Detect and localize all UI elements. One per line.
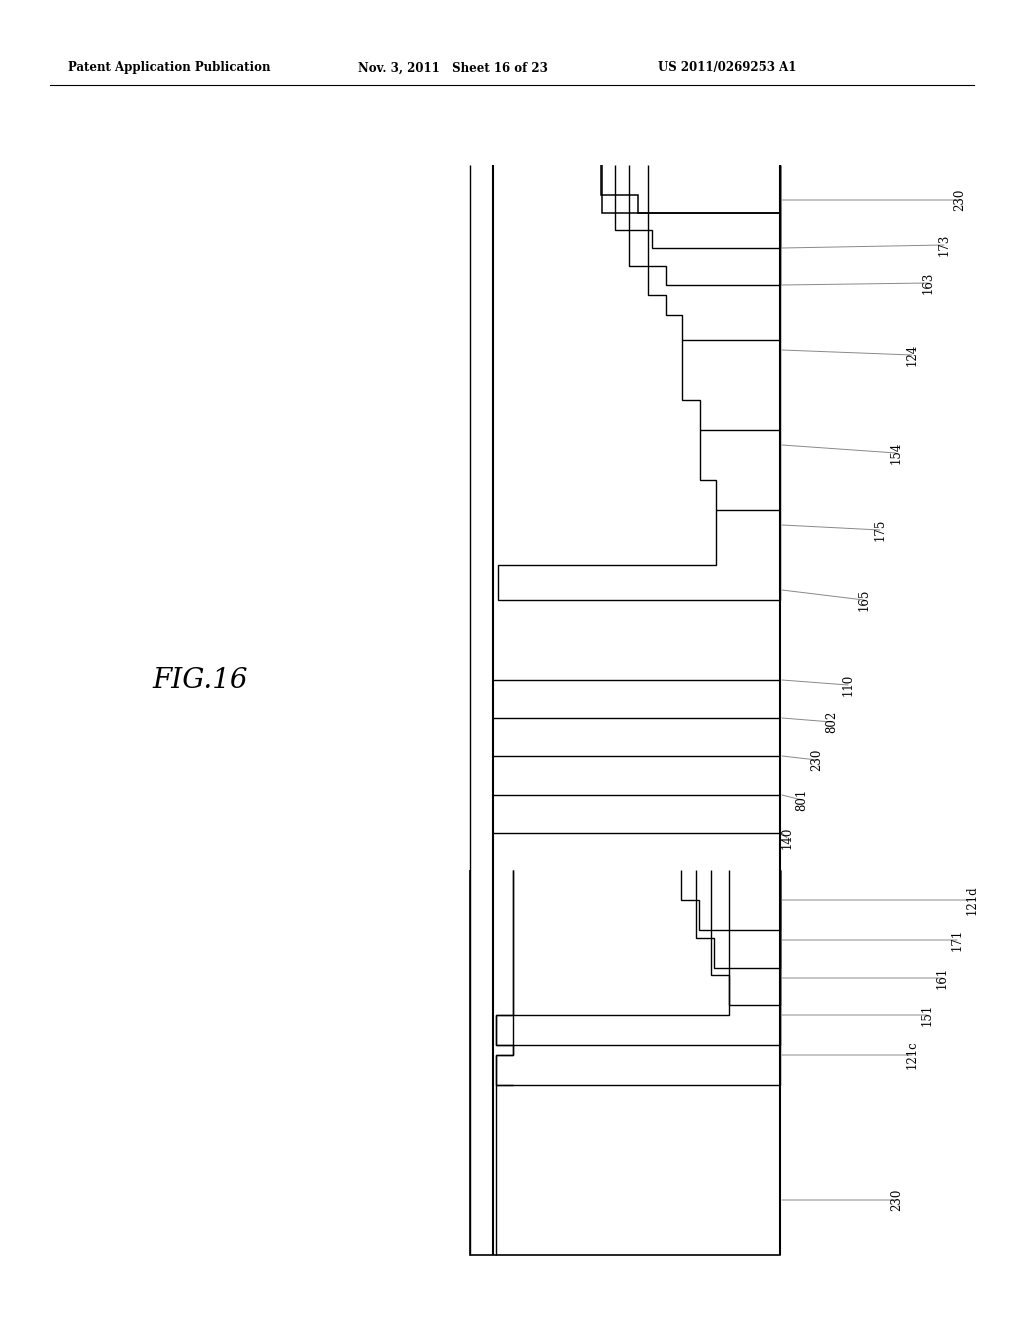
Text: 230: 230 — [811, 748, 823, 771]
Text: 140: 140 — [780, 826, 794, 849]
Text: 165: 165 — [857, 589, 870, 611]
Text: 121c: 121c — [905, 1040, 919, 1069]
Text: Nov. 3, 2011   Sheet 16 of 23: Nov. 3, 2011 Sheet 16 of 23 — [358, 62, 548, 74]
Text: 801: 801 — [796, 789, 809, 810]
Text: 173: 173 — [938, 234, 950, 256]
Text: 163: 163 — [922, 272, 935, 294]
Text: 110: 110 — [842, 675, 854, 696]
Text: 121d: 121d — [966, 886, 979, 915]
Text: 175: 175 — [873, 519, 887, 541]
Text: 151: 151 — [921, 1005, 934, 1026]
Text: 230: 230 — [953, 189, 967, 211]
Text: FIG.16: FIG.16 — [152, 667, 248, 693]
Text: 161: 161 — [936, 966, 948, 989]
Text: US 2011/0269253 A1: US 2011/0269253 A1 — [658, 62, 797, 74]
Text: 154: 154 — [890, 442, 902, 465]
Text: 230: 230 — [891, 1189, 903, 1212]
Text: 802: 802 — [825, 711, 839, 733]
Text: Patent Application Publication: Patent Application Publication — [68, 62, 270, 74]
Text: 171: 171 — [950, 929, 964, 952]
Text: 124: 124 — [905, 345, 919, 366]
